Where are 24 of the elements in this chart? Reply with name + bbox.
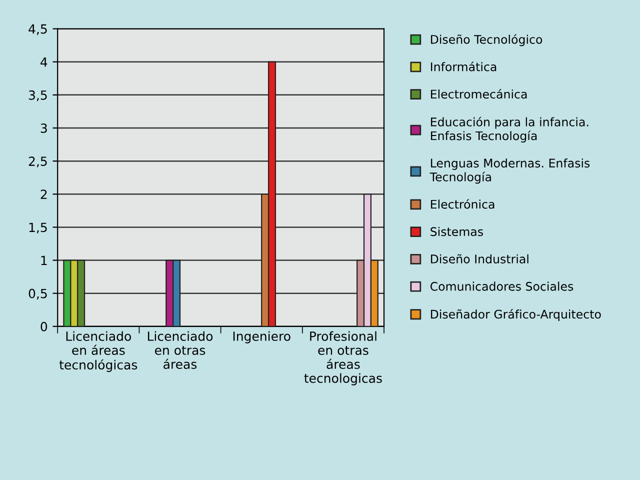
y-tick-label: 4,5 — [28, 24, 47, 35]
y-tick-label: 4 — [40, 58, 48, 67]
x-tick-label: Licenciado en áreas tecnológicas — [59, 331, 138, 372]
legend-label: Sistemas — [430, 226, 483, 236]
legend-label: Educación para la infancia. Enfasis Tecnología — [430, 116, 588, 143]
legend-label: Electrónica — [430, 199, 494, 209]
legend-label: Diseño Tecnológico — [430, 34, 542, 46]
x-tick-label: Ingeniero — [233, 331, 290, 344]
y-tick-label: 0 — [40, 322, 48, 332]
y-tick-label: 3 — [40, 123, 47, 133]
legend-label: Diseño Industrial — [430, 254, 528, 264]
x-tick-label: Profesional en otras áreas tecnologicas — [304, 331, 382, 386]
legend-label: Electromecánica — [430, 88, 527, 99]
y-tick-label: 2,5 — [28, 156, 47, 168]
y-tick-label: 1,5 — [29, 222, 47, 234]
legend-label: Informática — [430, 62, 496, 72]
legend-label: Diseñador Gráfico-Arquitecto — [430, 309, 601, 321]
x-tick-label: Licenciado en otras áreas — [148, 331, 213, 369]
y-tick-label: 0,5 — [28, 288, 47, 300]
y-tick-label: 3,5 — [28, 90, 47, 102]
y-tick-label: 2 — [40, 190, 47, 199]
y-tick-label: 1 — [41, 256, 47, 266]
legend-label: Lenguas Modernas. Enfasis Tecnología — [430, 158, 590, 184]
legend-label: Comunicadores Sociales — [430, 282, 574, 291]
